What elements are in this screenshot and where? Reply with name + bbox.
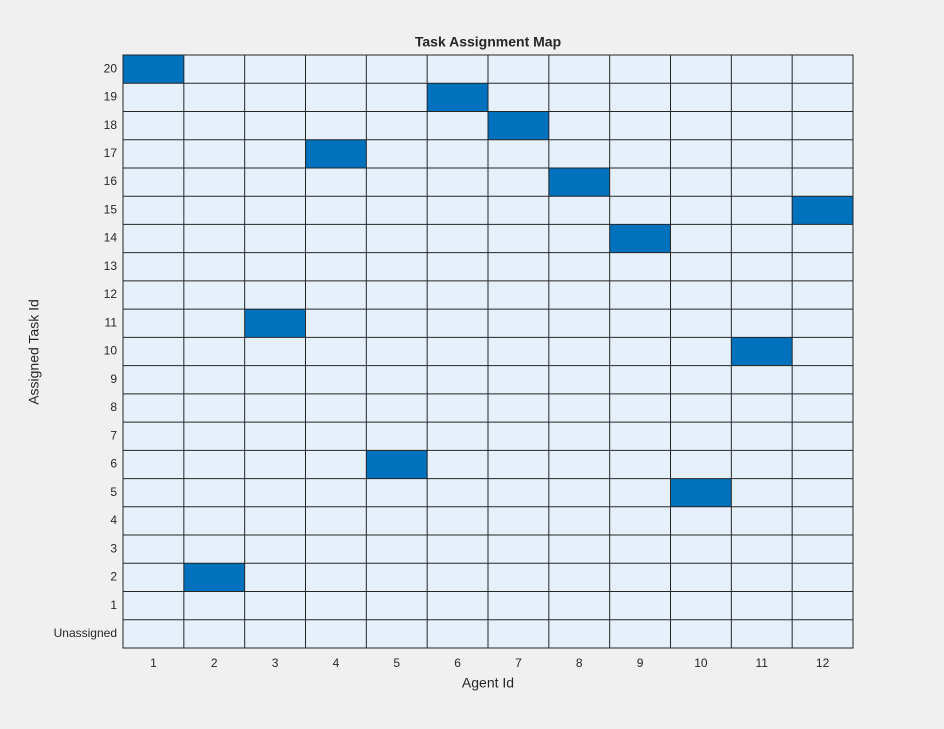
- y-axis-label: Assigned Task Id: [26, 299, 42, 405]
- assigned-cell: [488, 111, 549, 140]
- x-tick-label: 9: [637, 656, 644, 670]
- y-tick-label: 9: [110, 372, 117, 386]
- x-tick-label: 11: [756, 656, 769, 670]
- assigned-cell: [609, 224, 671, 253]
- x-axis-label: Agent Id: [462, 675, 514, 691]
- x-tick-label: 10: [694, 656, 708, 670]
- assigned-cell: [792, 196, 853, 225]
- plot-frame: [122, 54, 854, 649]
- x-tick-label: 1: [150, 656, 157, 670]
- assigned-cell: [427, 83, 488, 112]
- y-tick-label: 8: [110, 400, 117, 414]
- y-tick-label: 6: [110, 457, 117, 471]
- y-tick-label: Unassigned: [54, 626, 117, 640]
- y-tick-label: 12: [104, 287, 118, 301]
- y-tick-label: 17: [104, 146, 118, 160]
- x-tick-label: 6: [454, 656, 461, 670]
- y-tick-label: 13: [104, 259, 118, 273]
- y-tick-label: 19: [104, 90, 118, 104]
- y-tick-label: 10: [104, 344, 118, 358]
- x-tick-label: 8: [576, 656, 583, 670]
- y-tick-label: 3: [110, 541, 117, 555]
- y-tick-label: 20: [104, 61, 118, 75]
- chart-title: Task Assignment Map: [415, 34, 561, 50]
- y-tick-label: 15: [104, 202, 118, 216]
- y-tick-label: 4: [110, 513, 117, 527]
- y-tick-label: 14: [104, 231, 118, 245]
- x-tick-label: 4: [333, 656, 340, 670]
- x-tick-label: 2: [211, 656, 218, 670]
- assigned-cell: [123, 55, 184, 84]
- assigned-cell: [305, 139, 367, 168]
- y-tick-label: 5: [110, 485, 117, 499]
- y-tick-label: 16: [104, 174, 118, 188]
- x-tick-label: 7: [515, 656, 522, 670]
- y-tick-label: 18: [104, 118, 118, 132]
- y-tick-label: 2: [110, 570, 117, 584]
- assigned-cell: [366, 450, 428, 479]
- assigned-cell: [244, 309, 306, 338]
- y-tick-label: 11: [105, 315, 118, 329]
- assigned-cell: [548, 167, 610, 197]
- assigned-cell: [731, 337, 793, 366]
- x-tick-label: 5: [393, 656, 400, 670]
- assigned-cell: [670, 478, 732, 507]
- y-tick-label: 1: [110, 598, 117, 612]
- x-tick-label: 3: [272, 656, 279, 670]
- y-tick-label: 7: [110, 428, 117, 442]
- x-tick-label: 12: [816, 656, 830, 670]
- assigned-cell: [183, 563, 245, 592]
